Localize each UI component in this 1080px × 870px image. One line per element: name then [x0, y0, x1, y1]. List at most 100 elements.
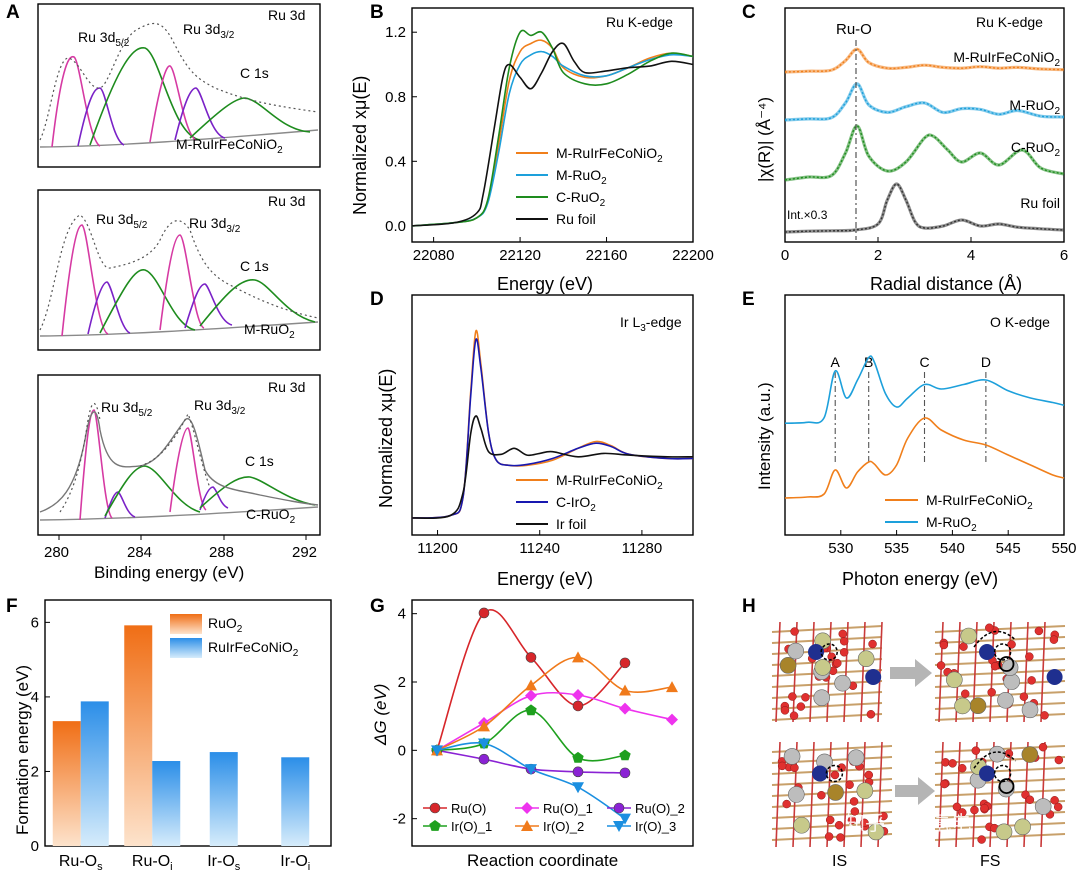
x-tick-label-e: 550: [1051, 540, 1076, 557]
bond-line: [771, 625, 883, 633]
point-marker-g: [478, 607, 490, 619]
migration-arrow: [973, 751, 1017, 769]
metal-atom: [988, 745, 1006, 763]
ir-atom: [1046, 669, 1063, 685]
oxygen-atom: [987, 688, 996, 697]
plot-frame-d: [411, 294, 694, 536]
bond-line: [809, 741, 815, 848]
oxygen-atom: [1019, 692, 1029, 701]
oxygen-atom: [957, 763, 967, 773]
chart-title-e: O K-edge: [990, 314, 1050, 330]
point-marker-g: [525, 679, 537, 691]
ir-atom: [808, 644, 824, 660]
metal-atom: [954, 697, 971, 715]
legend-label-g: Ir(O)_3: [635, 819, 676, 834]
bond-line: [989, 621, 995, 723]
xps-peak-ru5b-2: [87, 281, 131, 335]
point-marker-g: [478, 738, 490, 750]
y-tick-label-g: 4: [398, 606, 406, 623]
bond-line: [1040, 741, 1046, 848]
panel-h: H IS FS 知乎 @水氢电: [742, 596, 1066, 870]
migration-arrow: [973, 630, 1017, 648]
series-line-d-m-ruirfeconio2: [411, 329, 694, 519]
series-group-d: [411, 329, 694, 519]
series-line-e-1: [784, 355, 1065, 424]
oxygen-atom: [790, 763, 799, 773]
oxygen-atom: [789, 711, 799, 720]
legend-label-g: Ru(O): [451, 801, 486, 816]
y-tick-label-f: 6: [31, 614, 39, 631]
panel-b: B 22080 22120 22160 22200 0.0 0.4 0.8 1.2 Ru K-…: [350, 2, 714, 294]
point-marker-g: [525, 652, 537, 663]
bond-line: [860, 621, 866, 723]
metal-atom: [783, 748, 801, 765]
x-tick-label-d: 11280: [622, 540, 663, 557]
x-tick-label-e: 535: [884, 540, 909, 557]
oxygen-atom: [958, 808, 967, 817]
metal-atom: [857, 650, 875, 667]
xps-background-1: [39, 129, 319, 148]
legend-label-g: Ru(O)_1: [543, 801, 593, 816]
point-marker-g: [572, 651, 584, 663]
legend-label-b: M-RuO2: [556, 167, 607, 187]
oxygen-atom: [847, 815, 857, 825]
metal-atom: [1021, 701, 1039, 719]
x-tick-label-e: 545: [996, 540, 1021, 557]
oxygen-atom: [1049, 635, 1059, 644]
series-line-g-ir-o-1: [436, 709, 626, 762]
oxygen-atom: [845, 780, 854, 790]
y-tick-label-g: -2: [393, 811, 406, 828]
legend-f: RuO2 RuIrFeCoNiO2: [170, 614, 299, 659]
legend-label-e: M-RuO2: [926, 514, 977, 534]
metal-atom: [1003, 673, 1020, 690]
series-line-d-c-iro2: [411, 338, 694, 519]
chart-title-d: Ir L3-edge: [620, 314, 682, 334]
xps-peak-sat-2: [99, 269, 196, 334]
legend-label-f: RuO2: [208, 615, 243, 635]
x-tick-label-b: 22120: [499, 247, 541, 264]
label-sample-3: C-RuO2: [246, 506, 296, 526]
point-marker-g: [619, 702, 631, 715]
panel-label-e: E: [742, 289, 755, 310]
series-data-c-1: [784, 83, 1065, 121]
xps-peak-ru5b-1: [77, 87, 125, 147]
label-ru3d32-2: Ru 3d3/2: [189, 215, 241, 235]
xps-x-axis-title: Binding energy (eV): [94, 563, 244, 582]
ir-atom: [812, 765, 828, 782]
vacancy-circle: [820, 643, 838, 661]
series-line-d-ir-foil: [411, 415, 694, 519]
series-group-g: [431, 607, 678, 825]
metal-atom: [997, 691, 1014, 709]
bar-ruirfeconio2-ir-os: [209, 752, 238, 846]
panel-d: D 11200 11240 11280 Ir L3-edge Energy (eV)…: [370, 289, 694, 589]
x-tick-label-b: 22080: [413, 247, 455, 264]
xps-peak-ru5-1: [51, 55, 101, 148]
label-ru3d32-3: Ru 3d3/2: [194, 397, 246, 417]
xps-background-3: [39, 506, 319, 521]
oxygen-atom: [977, 835, 986, 844]
oxygen-atom: [936, 661, 946, 670]
y-tick-label-f: 2: [31, 763, 39, 780]
oxygen-atom: [777, 761, 787, 771]
metal-atom: [793, 816, 810, 834]
y-tick-label-b: 1.2: [385, 24, 406, 41]
scale-note-c: Int.×0.3: [787, 208, 828, 222]
plot-frame-f: [44, 599, 332, 847]
category-label-f: Ir-Os: [207, 853, 241, 870]
panel-label-c: C: [742, 2, 756, 23]
oxygen-atom: [788, 692, 797, 701]
y-tick-label-f: 0: [31, 838, 39, 855]
plot-frame-c: [784, 7, 1065, 243]
bond-line: [938, 621, 944, 723]
point-marker-g: [521, 802, 533, 814]
metal-atom: [779, 657, 797, 674]
panel-label-d: D: [370, 289, 384, 310]
oxygen-atom: [940, 779, 949, 789]
series-group-e: [784, 355, 1065, 499]
x-tick-label-b: 22200: [672, 247, 714, 264]
xps-peak-c1s-3: [199, 476, 316, 509]
legend-swatch-f: [170, 614, 202, 634]
